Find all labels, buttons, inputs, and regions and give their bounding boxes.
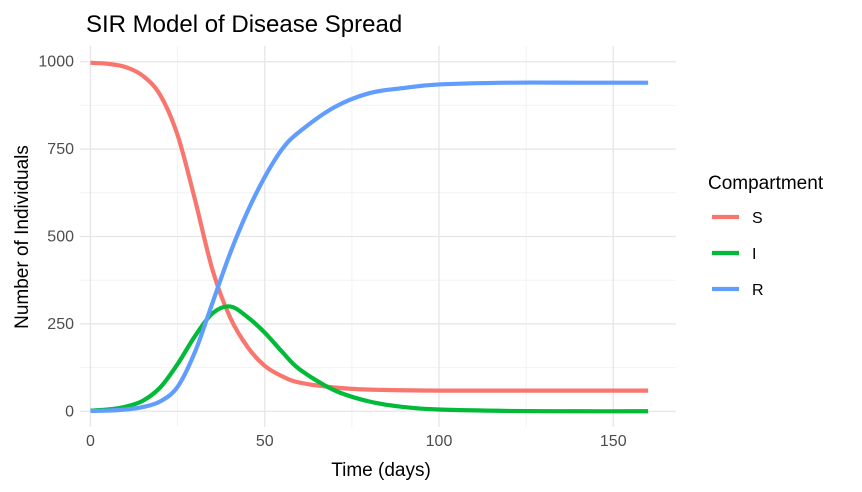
y-tick-label: 750 bbox=[47, 141, 74, 158]
y-tick-label: 500 bbox=[47, 229, 74, 246]
legend-label-i: I bbox=[752, 246, 756, 263]
series-line-r bbox=[90, 80, 649, 414]
x-tick-label: 100 bbox=[426, 433, 453, 450]
legend-title: Compartment bbox=[708, 173, 824, 194]
series-line-i bbox=[90, 304, 649, 414]
x-tick-label: 0 bbox=[86, 433, 95, 450]
y-tick-label: 1000 bbox=[38, 54, 74, 71]
legend-label-r: R bbox=[752, 282, 764, 299]
y-tick-label: 0 bbox=[65, 403, 74, 420]
series-line-s bbox=[90, 60, 649, 393]
legend-label-s: S bbox=[752, 210, 763, 227]
x-tick-label: 150 bbox=[600, 433, 627, 450]
chart-title: SIR Model of Disease Spread bbox=[86, 11, 402, 38]
legend: Compartment S I R bbox=[708, 173, 824, 299]
plot-grid bbox=[80, 46, 676, 427]
y-tick-label: 250 bbox=[47, 316, 74, 333]
x-axis-title: Time (days) bbox=[331, 460, 431, 481]
x-tick-label: 50 bbox=[256, 433, 274, 450]
y-axis-title: Number of Individuals bbox=[12, 145, 33, 329]
y-axis-ticks: 0 250 500 750 1000 bbox=[38, 54, 74, 421]
series-lines bbox=[90, 60, 649, 414]
x-axis-ticks: 0 50 100 150 bbox=[86, 433, 627, 450]
